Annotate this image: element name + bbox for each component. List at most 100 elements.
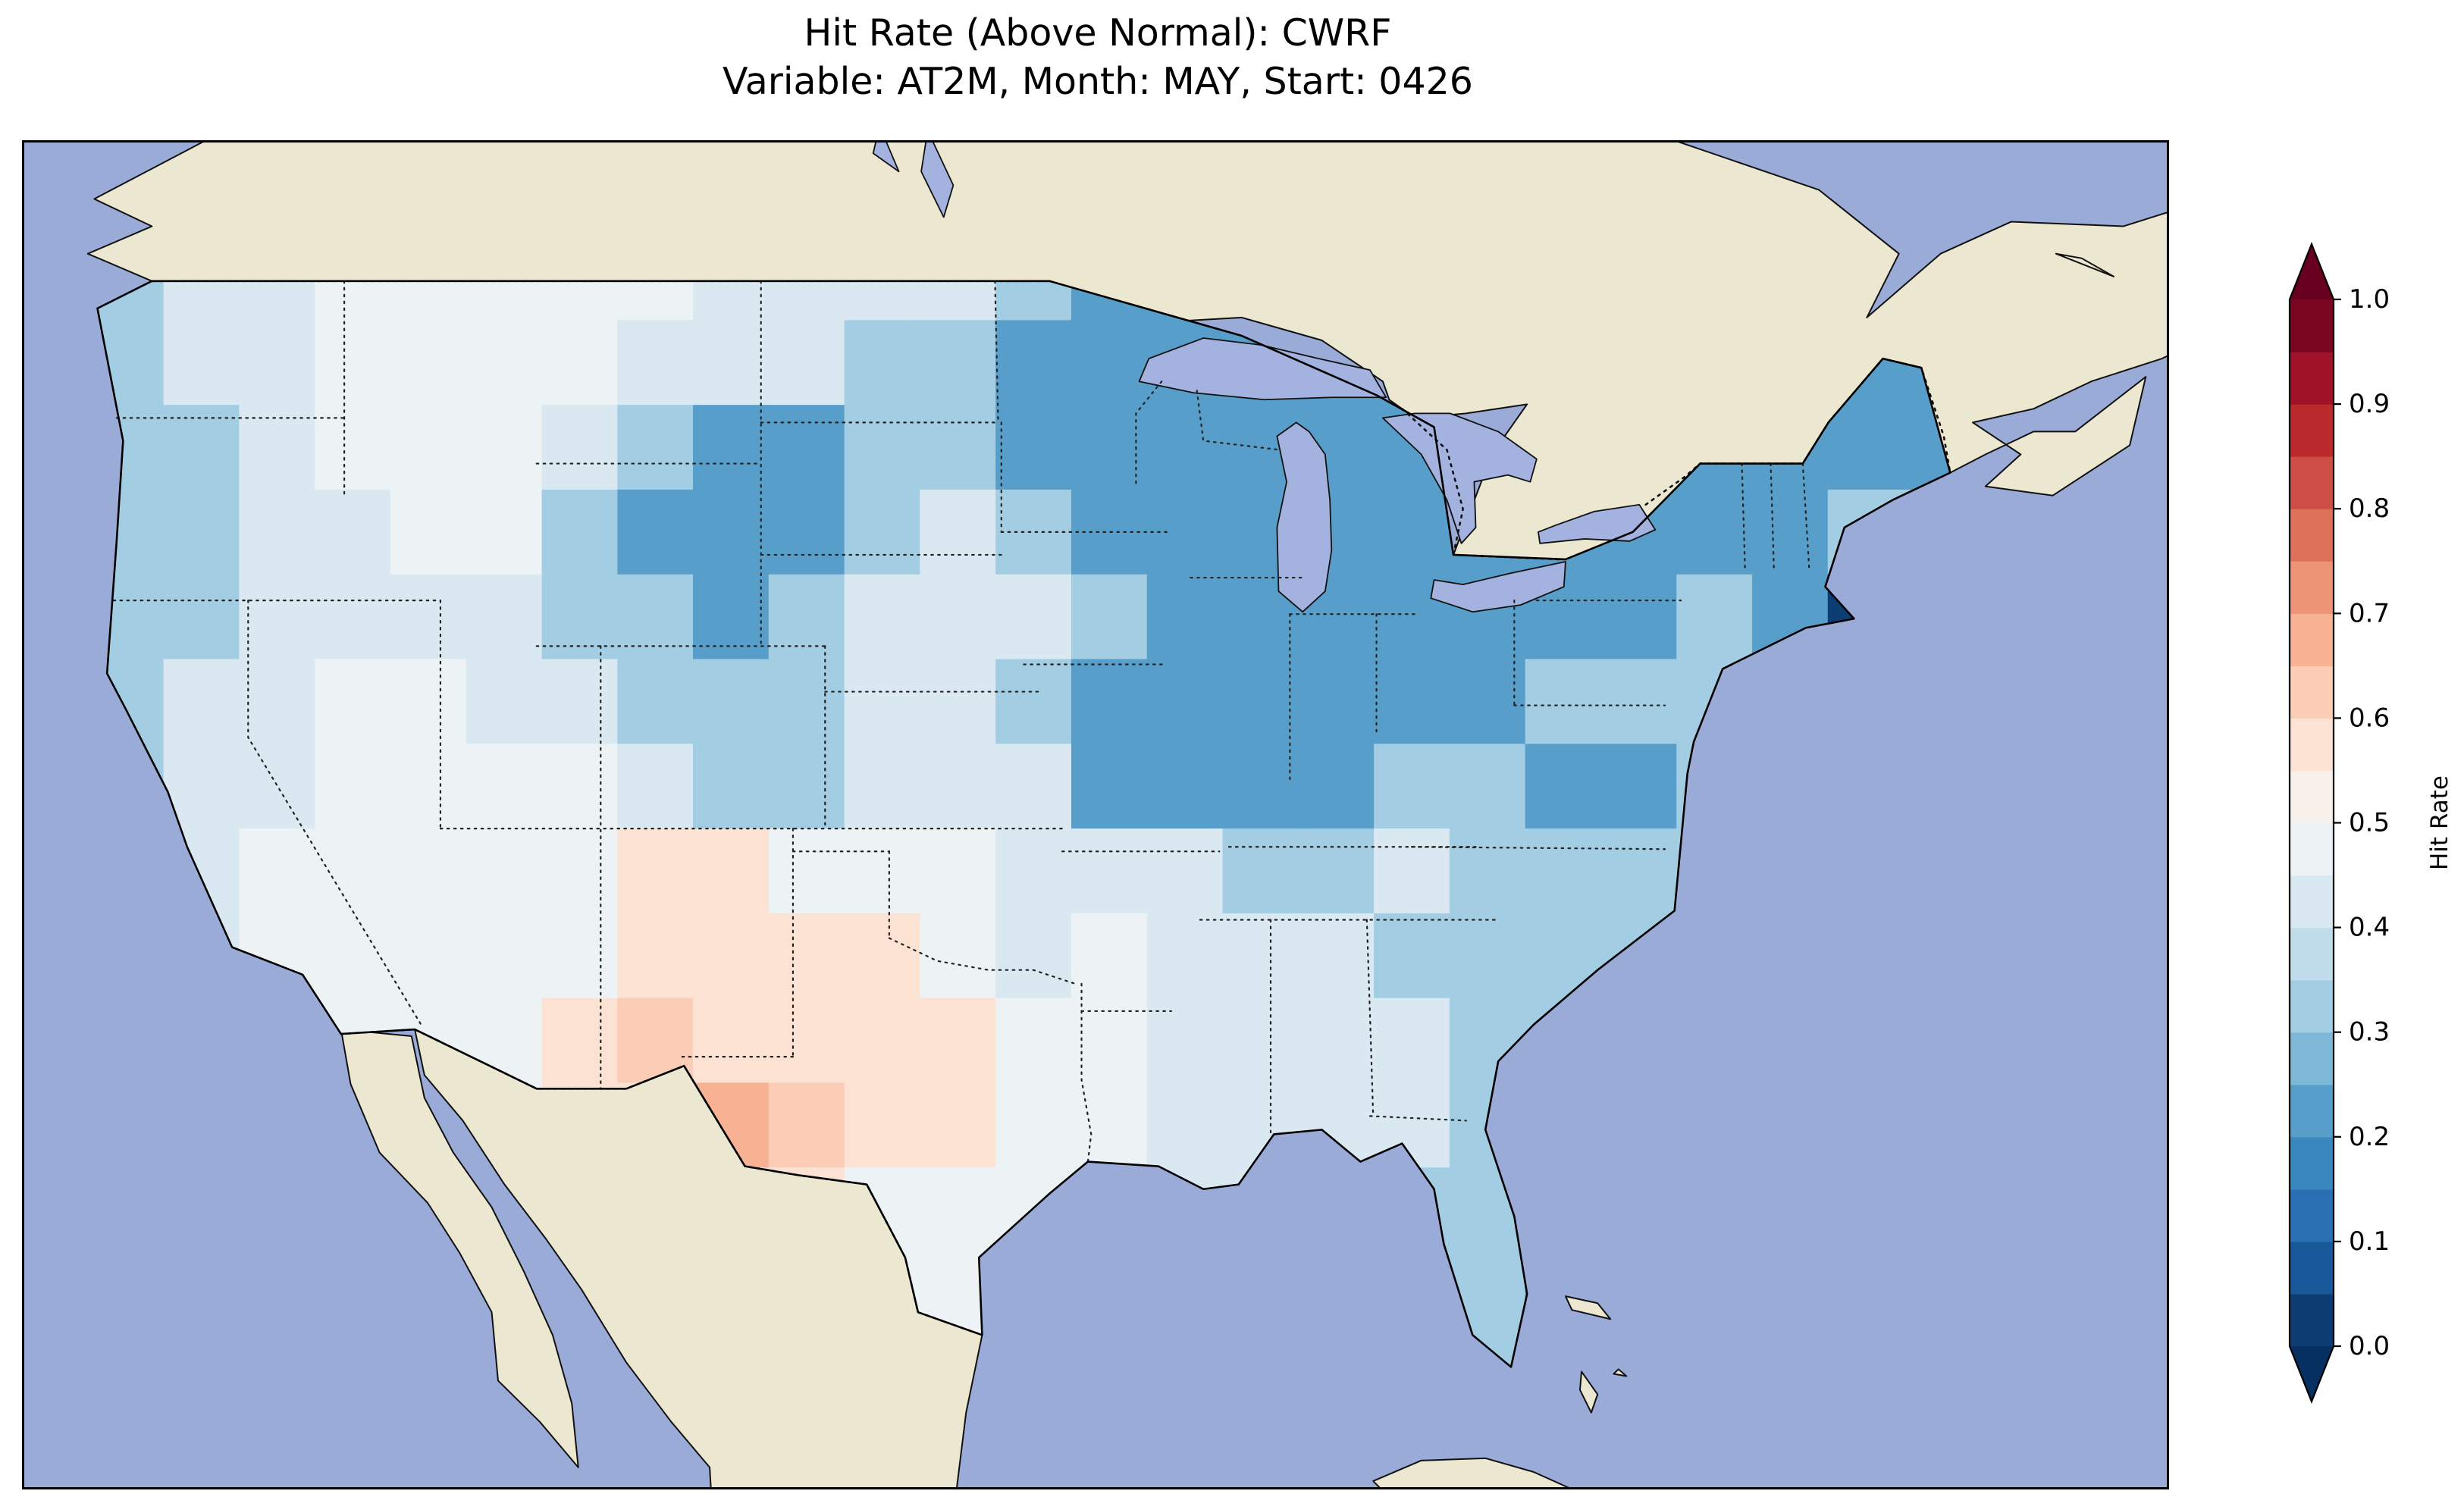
grid-cell bbox=[390, 913, 467, 999]
grid-cell bbox=[390, 659, 467, 745]
grid-cell bbox=[1298, 913, 1375, 999]
grid-cell bbox=[315, 828, 391, 914]
grid-cell bbox=[390, 489, 467, 575]
grid-cell bbox=[920, 405, 997, 490]
grid-cell bbox=[1071, 828, 1148, 914]
chart-title-line2: Variable: AT2M, Month: MAY, Start: 0426 bbox=[723, 59, 1473, 103]
grid-cell bbox=[466, 828, 543, 914]
grid-cell bbox=[844, 574, 921, 660]
grid-cell bbox=[920, 744, 997, 830]
grid-cell bbox=[768, 913, 845, 999]
grid-cell bbox=[541, 280, 619, 321]
grid-cell bbox=[920, 1082, 997, 1169]
grid-cell bbox=[768, 828, 845, 914]
grid-cell bbox=[768, 320, 845, 406]
grid-cell bbox=[239, 659, 316, 745]
grid-cell bbox=[1298, 744, 1375, 830]
lake bbox=[872, 143, 900, 173]
chart-title-line1: Hit Rate (Above Normal): CWRF bbox=[804, 11, 1392, 55]
grid-cell bbox=[390, 405, 467, 490]
colorbar-ticks: 1.0 0.9 0.8 0.7 0.6 0.5 0.4 0.3 0.2 0.1 0.0 bbox=[2334, 284, 2390, 1361]
grid-cell bbox=[466, 659, 543, 745]
grid-cell bbox=[995, 828, 1072, 914]
grid-cell bbox=[1146, 913, 1224, 999]
state-borders bbox=[112, 280, 1810, 1163]
colorbar-over-arrow bbox=[2290, 244, 2334, 299]
grid-cell bbox=[995, 405, 1072, 490]
grid-cell bbox=[1600, 574, 1678, 660]
grid-cell bbox=[1449, 913, 1526, 999]
us-coastline bbox=[96, 280, 1951, 1368]
grid-cell bbox=[466, 744, 543, 830]
grid-cell bbox=[844, 998, 921, 1084]
grid-cell bbox=[239, 574, 316, 660]
grid-cell bbox=[844, 1082, 921, 1169]
grid-cell bbox=[768, 744, 845, 830]
grid-cell bbox=[1146, 828, 1224, 914]
grid-cell bbox=[315, 574, 391, 660]
grid-cell bbox=[920, 489, 997, 575]
colorbar-tick-label: 0.5 bbox=[2349, 808, 2390, 838]
grid-cell bbox=[693, 280, 770, 321]
grid-cell bbox=[920, 1167, 997, 1254]
grid-cell bbox=[617, 489, 694, 575]
grid-cell bbox=[693, 489, 770, 575]
grid-cell bbox=[390, 744, 467, 830]
grid-cell bbox=[163, 574, 240, 660]
grid-cell bbox=[239, 280, 316, 321]
grid-cell bbox=[163, 489, 240, 575]
grid-cell bbox=[617, 320, 694, 406]
grid-cell bbox=[1222, 744, 1299, 830]
grid-cell bbox=[1146, 744, 1224, 830]
grid-cell bbox=[1374, 744, 1450, 830]
grid-cell bbox=[920, 574, 997, 660]
lake bbox=[1430, 561, 1566, 613]
grid-cell bbox=[995, 574, 1072, 660]
grid-cell bbox=[541, 828, 619, 914]
colorbar-tick-label: 0.4 bbox=[2349, 913, 2390, 943]
island bbox=[1578, 1370, 1599, 1414]
lake bbox=[920, 143, 955, 218]
grid-cell bbox=[1146, 998, 1224, 1084]
grid-cell bbox=[844, 828, 921, 914]
grid-cell bbox=[1374, 913, 1450, 999]
colorbar: 1.0 0.9 0.8 0.7 0.6 0.5 0.4 0.3 0.2 0.1 0.0 Hit Rat… bbox=[2274, 227, 2464, 1440]
grid-cell bbox=[920, 828, 997, 914]
grid-cell bbox=[693, 828, 770, 914]
grid-cell bbox=[995, 489, 1072, 575]
us-hit-rate-map bbox=[24, 143, 2167, 1487]
grid-cell bbox=[1222, 828, 1299, 914]
grid-cell bbox=[617, 574, 694, 660]
grid-cell bbox=[541, 320, 619, 406]
grid-cell bbox=[1071, 320, 1148, 406]
grid-cell bbox=[239, 405, 316, 490]
grid-cell bbox=[693, 913, 770, 999]
map-panel bbox=[22, 140, 2169, 1489]
grid-cell bbox=[617, 405, 694, 490]
grid-cell bbox=[768, 998, 845, 1084]
grid-cell bbox=[1298, 998, 1375, 1084]
grid-cell bbox=[995, 913, 1072, 999]
grid-cell bbox=[1449, 828, 1526, 914]
grid-cell bbox=[390, 828, 467, 914]
grid-cell bbox=[315, 913, 391, 999]
grid-cell bbox=[163, 320, 240, 406]
grid-cell bbox=[541, 405, 619, 490]
grid-cell bbox=[1525, 828, 1602, 914]
grid-cell bbox=[617, 828, 694, 914]
colorbar-tick-label: 0.9 bbox=[2349, 389, 2390, 419]
grid-cell bbox=[844, 744, 921, 830]
island bbox=[1372, 1457, 1569, 1487]
grid-cell bbox=[995, 744, 1072, 830]
land-non-us bbox=[86, 143, 2167, 1487]
grid-cell bbox=[390, 574, 467, 660]
grid-cell bbox=[1071, 659, 1148, 745]
grid-cell bbox=[1600, 744, 1678, 830]
grid-cell bbox=[1071, 574, 1148, 660]
grid-cell bbox=[541, 744, 619, 830]
grid-cell bbox=[315, 405, 391, 490]
grid-cell bbox=[693, 744, 770, 830]
colorbar-tick-label: 0.6 bbox=[2349, 703, 2390, 733]
grid-cell bbox=[844, 405, 921, 490]
